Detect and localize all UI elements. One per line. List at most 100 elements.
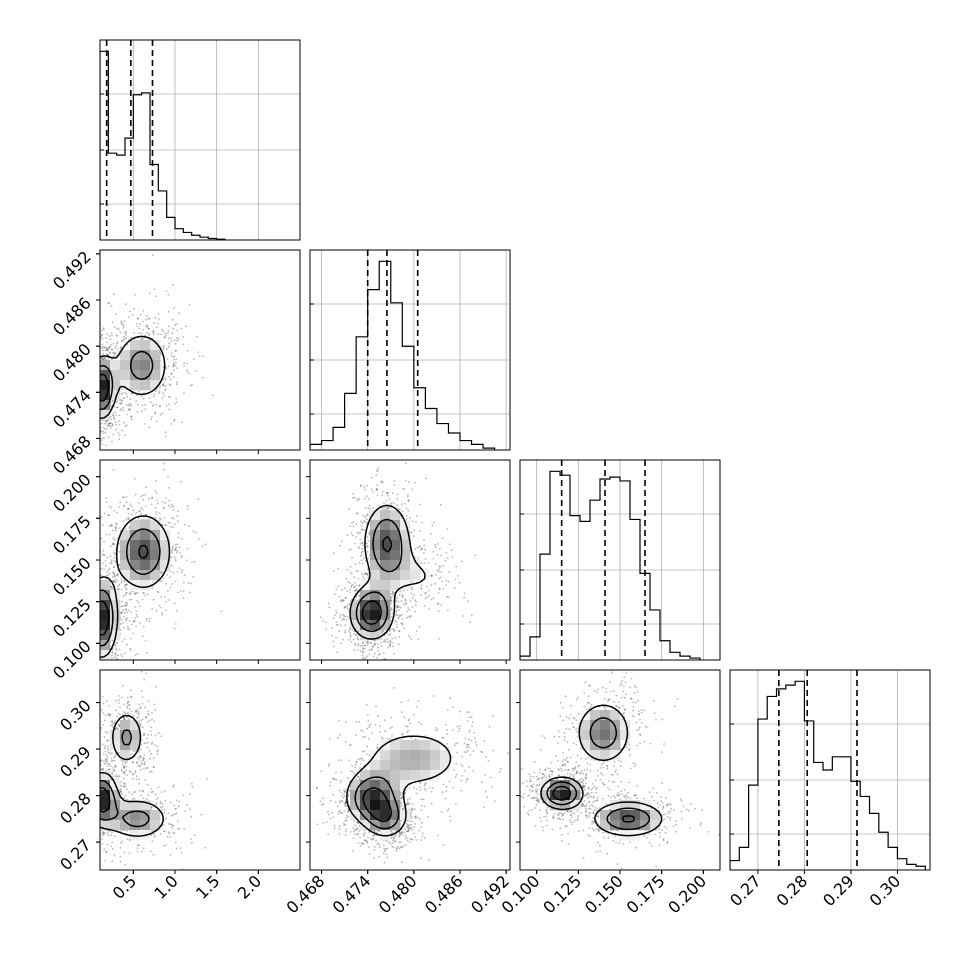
sample-point xyxy=(196,336,198,338)
sample-point xyxy=(105,565,107,567)
sample-point xyxy=(134,621,136,623)
sample-point xyxy=(85,664,87,666)
sample-point xyxy=(92,386,94,388)
sample-point xyxy=(123,336,125,338)
sample-point xyxy=(96,828,98,830)
sample-point xyxy=(342,639,344,641)
sample-point xyxy=(96,398,98,400)
sample-point xyxy=(182,344,184,346)
sample-point xyxy=(93,766,95,768)
sample-point xyxy=(107,748,109,750)
sample-point xyxy=(90,613,92,615)
sample-point xyxy=(95,779,97,781)
sample-point xyxy=(86,388,88,390)
sample-point xyxy=(94,391,96,393)
sample-point xyxy=(81,375,83,377)
sample-point xyxy=(97,772,99,774)
sample-point xyxy=(92,805,94,807)
sample-point xyxy=(95,782,97,784)
sample-point xyxy=(95,773,97,775)
sample-point xyxy=(346,606,348,608)
sample-point xyxy=(111,561,113,563)
sample-point xyxy=(164,524,166,526)
sample-point xyxy=(107,732,109,734)
sample-point xyxy=(362,658,364,660)
sample-point xyxy=(121,400,123,402)
sample-point xyxy=(136,592,138,594)
sample-point xyxy=(151,840,153,842)
sample-point xyxy=(95,585,97,587)
sample-point xyxy=(94,779,96,781)
sample-point xyxy=(84,417,86,419)
sample-point xyxy=(138,318,140,320)
sample-point xyxy=(105,421,107,423)
sample-point xyxy=(80,374,82,376)
sample-point xyxy=(173,359,175,361)
sample-point xyxy=(163,824,165,826)
sample-point xyxy=(115,424,117,426)
sample-point xyxy=(94,371,96,373)
sample-point xyxy=(126,769,128,771)
sample-point xyxy=(132,591,134,593)
sample-point xyxy=(102,665,104,667)
sample-point xyxy=(367,551,369,553)
sample-point xyxy=(417,557,419,559)
sample-point xyxy=(108,705,110,707)
sample-point xyxy=(93,373,95,375)
sample-point xyxy=(84,583,86,585)
sample-point xyxy=(117,713,119,715)
sample-point xyxy=(144,761,146,763)
sample-point xyxy=(152,254,154,256)
sample-point xyxy=(171,549,173,551)
sample-point xyxy=(106,700,108,702)
sample-point xyxy=(145,716,147,718)
sample-point xyxy=(157,591,159,593)
sample-point xyxy=(151,504,153,506)
sample-point xyxy=(198,538,200,540)
sample-point xyxy=(112,571,114,573)
sample-point xyxy=(151,712,153,714)
sample-point xyxy=(170,587,172,589)
sample-point xyxy=(116,401,118,403)
sample-point xyxy=(155,793,157,795)
sample-point xyxy=(94,846,96,848)
sample-point xyxy=(130,638,132,640)
sample-point xyxy=(167,332,169,334)
sample-point xyxy=(333,552,335,554)
sample-point xyxy=(97,822,99,824)
sample-point xyxy=(85,388,87,390)
sample-point xyxy=(81,737,83,739)
sample-point xyxy=(77,371,79,373)
sample-point xyxy=(90,808,92,810)
sample-point xyxy=(145,640,147,642)
sample-point xyxy=(121,793,123,795)
sample-point xyxy=(92,597,94,599)
sample-point xyxy=(171,352,173,354)
sample-point xyxy=(94,625,96,627)
sample-point xyxy=(118,420,120,422)
sample-point xyxy=(84,622,86,624)
sample-point xyxy=(161,397,163,399)
sample-point xyxy=(87,743,89,745)
sample-point xyxy=(115,700,117,702)
sample-point xyxy=(164,811,166,813)
sample-point xyxy=(170,571,172,573)
density-cell xyxy=(130,340,140,350)
sample-point xyxy=(183,392,185,394)
sample-point xyxy=(140,706,142,708)
sample-point xyxy=(146,652,148,654)
sample-point xyxy=(125,330,127,332)
sample-point xyxy=(135,711,137,713)
sample-point xyxy=(113,417,115,419)
sample-point xyxy=(96,614,98,616)
sample-point xyxy=(92,377,94,379)
sample-point xyxy=(90,592,92,594)
sample-point xyxy=(92,426,94,428)
sample-point xyxy=(97,634,99,636)
sample-point xyxy=(96,570,98,572)
sample-point xyxy=(98,581,100,583)
sample-point xyxy=(130,611,132,613)
sample-point xyxy=(89,815,91,817)
sample-point xyxy=(107,746,109,748)
sample-point xyxy=(85,635,87,637)
